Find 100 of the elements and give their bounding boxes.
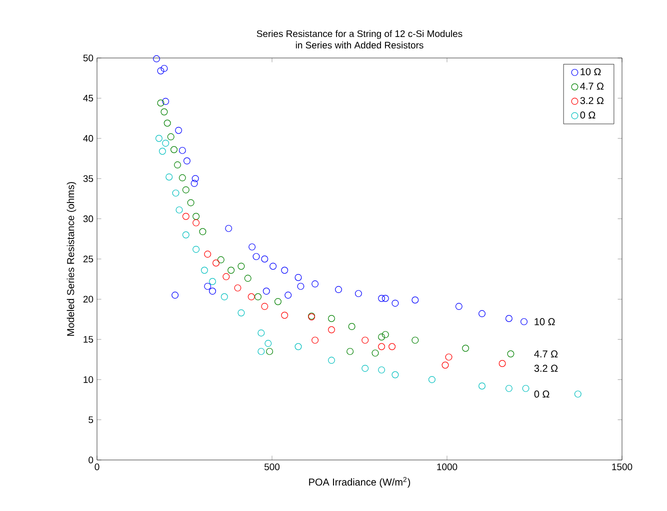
y-tick-label: 50: [83, 54, 94, 62]
point: [335, 286, 342, 294]
point: [244, 274, 252, 282]
point: [192, 212, 200, 220]
y-tick-label: 30: [83, 215, 94, 222]
point: [160, 108, 168, 116]
point: [252, 253, 260, 260]
point: [158, 148, 166, 155]
point: [346, 348, 354, 355]
point: [378, 294, 386, 302]
x-tick-label: 500: [264, 464, 280, 470]
point: [209, 288, 216, 295]
point: [212, 260, 220, 266]
point: [412, 336, 419, 344]
legend-label: 0 Ω: [580, 111, 596, 119]
point: [294, 343, 302, 350]
point: [266, 348, 274, 355]
point: [178, 174, 186, 182]
point: [274, 298, 282, 306]
point: [262, 288, 270, 295]
point: [192, 219, 200, 226]
point: [294, 274, 302, 281]
point: [281, 312, 288, 319]
point: [348, 323, 356, 330]
point: [155, 134, 162, 142]
point: [328, 326, 335, 334]
y-tick-label: 20: [83, 296, 94, 303]
point: [284, 292, 292, 299]
point: [574, 390, 582, 398]
point: [522, 384, 530, 392]
point: [220, 293, 228, 300]
point: [160, 64, 168, 72]
point: [187, 199, 194, 206]
point: [258, 348, 265, 355]
point: [182, 186, 190, 194]
point: [258, 329, 265, 336]
point: [507, 350, 514, 358]
point: [362, 364, 369, 372]
point: [153, 55, 160, 62]
annotation: 10 Ω: [534, 318, 555, 326]
y-tick-label: 0: [88, 456, 94, 464]
y-tick-label: 10: [84, 376, 94, 383]
point: [192, 175, 199, 182]
point: [192, 246, 200, 253]
point: [378, 333, 386, 340]
point: [178, 146, 186, 154]
legend-label: 3.2 Ω: [580, 97, 604, 104]
point: [261, 256, 268, 262]
point: [204, 282, 212, 290]
point: [462, 344, 470, 352]
point: [222, 273, 230, 280]
point: [172, 190, 180, 197]
point: [328, 314, 335, 322]
point: [162, 140, 170, 147]
point: [428, 376, 436, 384]
point: [209, 278, 216, 285]
point: [478, 310, 486, 318]
point: [378, 343, 386, 350]
point: [354, 290, 362, 298]
point: [157, 100, 164, 106]
x-tick-label: 1500: [612, 464, 632, 470]
point: [166, 173, 173, 180]
point: [312, 336, 319, 344]
point: [498, 360, 506, 367]
point: [362, 336, 369, 344]
point: [167, 133, 174, 140]
point: [388, 343, 396, 350]
point: [392, 371, 399, 378]
point: [182, 212, 190, 220]
y-tick-label: 45: [83, 94, 94, 102]
point: [170, 146, 178, 154]
point: [505, 384, 512, 392]
point: [200, 266, 208, 274]
point: [190, 180, 198, 187]
legend-label: 4.7 Ω: [580, 82, 604, 90]
y-tick-label: 40: [83, 135, 94, 142]
point: [264, 340, 272, 347]
point: [174, 161, 181, 168]
point: [228, 266, 235, 274]
x-tick-label: 0: [94, 464, 100, 470]
chart-subtitle: in Series with Added Resistors: [296, 42, 424, 48]
point: [199, 228, 206, 236]
point: [382, 331, 389, 338]
point: [176, 206, 183, 214]
point: [520, 318, 528, 326]
point: [378, 366, 386, 374]
point: [382, 294, 389, 302]
point: [297, 282, 304, 290]
point: [248, 243, 256, 250]
point: [281, 266, 288, 274]
point: [238, 309, 245, 316]
chart-title: Series Resistance for a String of 12 c-Si Modules: [256, 30, 462, 39]
point: [254, 293, 262, 300]
point: [478, 382, 486, 390]
annotation: 0 Ω: [534, 390, 550, 398]
y-tick-label: 25: [83, 256, 94, 262]
point: [505, 314, 512, 322]
annotation: 3.2 Ω: [534, 364, 558, 372]
point: [238, 262, 245, 270]
y-axis-title: Modeled Series Resistance (ohms): [66, 182, 76, 336]
